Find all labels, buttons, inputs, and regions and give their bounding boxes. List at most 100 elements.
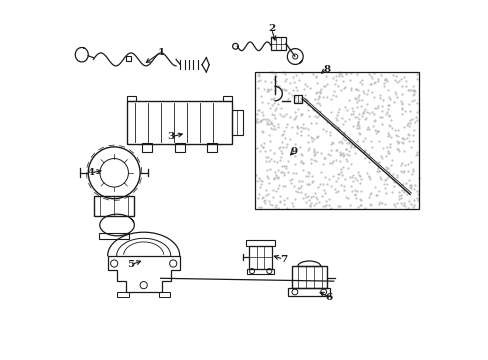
Point [351, 150, 359, 156]
Point [312, 80, 320, 86]
Point [392, 146, 400, 152]
Point [346, 143, 354, 148]
Point [262, 158, 269, 163]
Point [276, 105, 284, 111]
Point [342, 194, 349, 200]
Point [344, 148, 352, 154]
Point [399, 181, 407, 187]
Point [291, 113, 299, 119]
Point [397, 102, 405, 107]
Point [393, 127, 401, 132]
Point [381, 164, 388, 170]
Point [304, 174, 312, 179]
Point [314, 93, 322, 99]
Point [404, 131, 411, 137]
Point [412, 195, 420, 201]
Point [392, 172, 400, 178]
Point [392, 174, 400, 180]
Point [264, 117, 272, 122]
Point [254, 78, 262, 84]
Point [309, 152, 317, 158]
Point [349, 144, 357, 150]
Point [257, 181, 264, 187]
Point [364, 87, 371, 93]
Point [312, 196, 320, 202]
Point [293, 106, 301, 112]
Point [401, 162, 408, 168]
Point [272, 202, 280, 207]
Point [323, 82, 330, 87]
Point [252, 116, 260, 122]
Point [297, 132, 305, 138]
Point [381, 177, 388, 183]
Point [285, 136, 293, 142]
Point [390, 201, 398, 207]
Point [263, 88, 271, 94]
Point [409, 87, 417, 93]
Point [308, 179, 316, 184]
Point [358, 111, 366, 116]
Point [403, 162, 410, 167]
Point [346, 70, 354, 76]
Point [374, 103, 382, 109]
Bar [246, 269, 274, 274]
Point [326, 205, 334, 211]
Point [406, 182, 414, 188]
Point [273, 159, 281, 165]
Point [278, 87, 285, 93]
Point [409, 97, 417, 103]
Bar [288, 288, 329, 296]
Point [404, 138, 412, 144]
Point [301, 81, 308, 86]
Point [397, 83, 405, 89]
Point [342, 71, 349, 77]
Text: 1: 1 [157, 48, 164, 57]
Point [365, 159, 372, 165]
Point [257, 204, 264, 210]
Point [405, 87, 412, 93]
Point [309, 149, 317, 155]
Point [409, 88, 417, 94]
Point [346, 183, 354, 189]
Point [364, 125, 372, 130]
Point [265, 158, 273, 164]
Point [374, 188, 382, 194]
Point [266, 69, 274, 75]
Point [340, 129, 347, 135]
Point [305, 145, 312, 151]
Point [338, 115, 346, 121]
Point [356, 176, 364, 182]
Point [366, 81, 374, 87]
Point [255, 204, 263, 210]
Point [316, 89, 324, 95]
Point [272, 188, 280, 194]
Point [287, 124, 295, 130]
Point [311, 195, 319, 201]
Point [400, 108, 407, 114]
Point [377, 176, 385, 181]
Point [363, 126, 370, 132]
Point [378, 145, 386, 151]
Point [279, 113, 287, 119]
Point [398, 111, 406, 117]
Point [254, 71, 262, 77]
Point [269, 95, 277, 101]
Point [283, 205, 291, 211]
Point [360, 147, 368, 153]
Point [390, 127, 398, 132]
Point [353, 119, 361, 125]
Point [257, 142, 264, 148]
Point [284, 158, 291, 164]
Point [336, 138, 344, 143]
Point [332, 77, 340, 82]
Point [261, 201, 269, 206]
Point [279, 69, 286, 75]
Point [276, 158, 284, 163]
Point [326, 96, 334, 102]
Point [297, 159, 305, 165]
Point [377, 73, 385, 78]
Point [351, 192, 359, 197]
Point [328, 173, 336, 179]
Point [256, 148, 264, 154]
Point [346, 144, 354, 149]
